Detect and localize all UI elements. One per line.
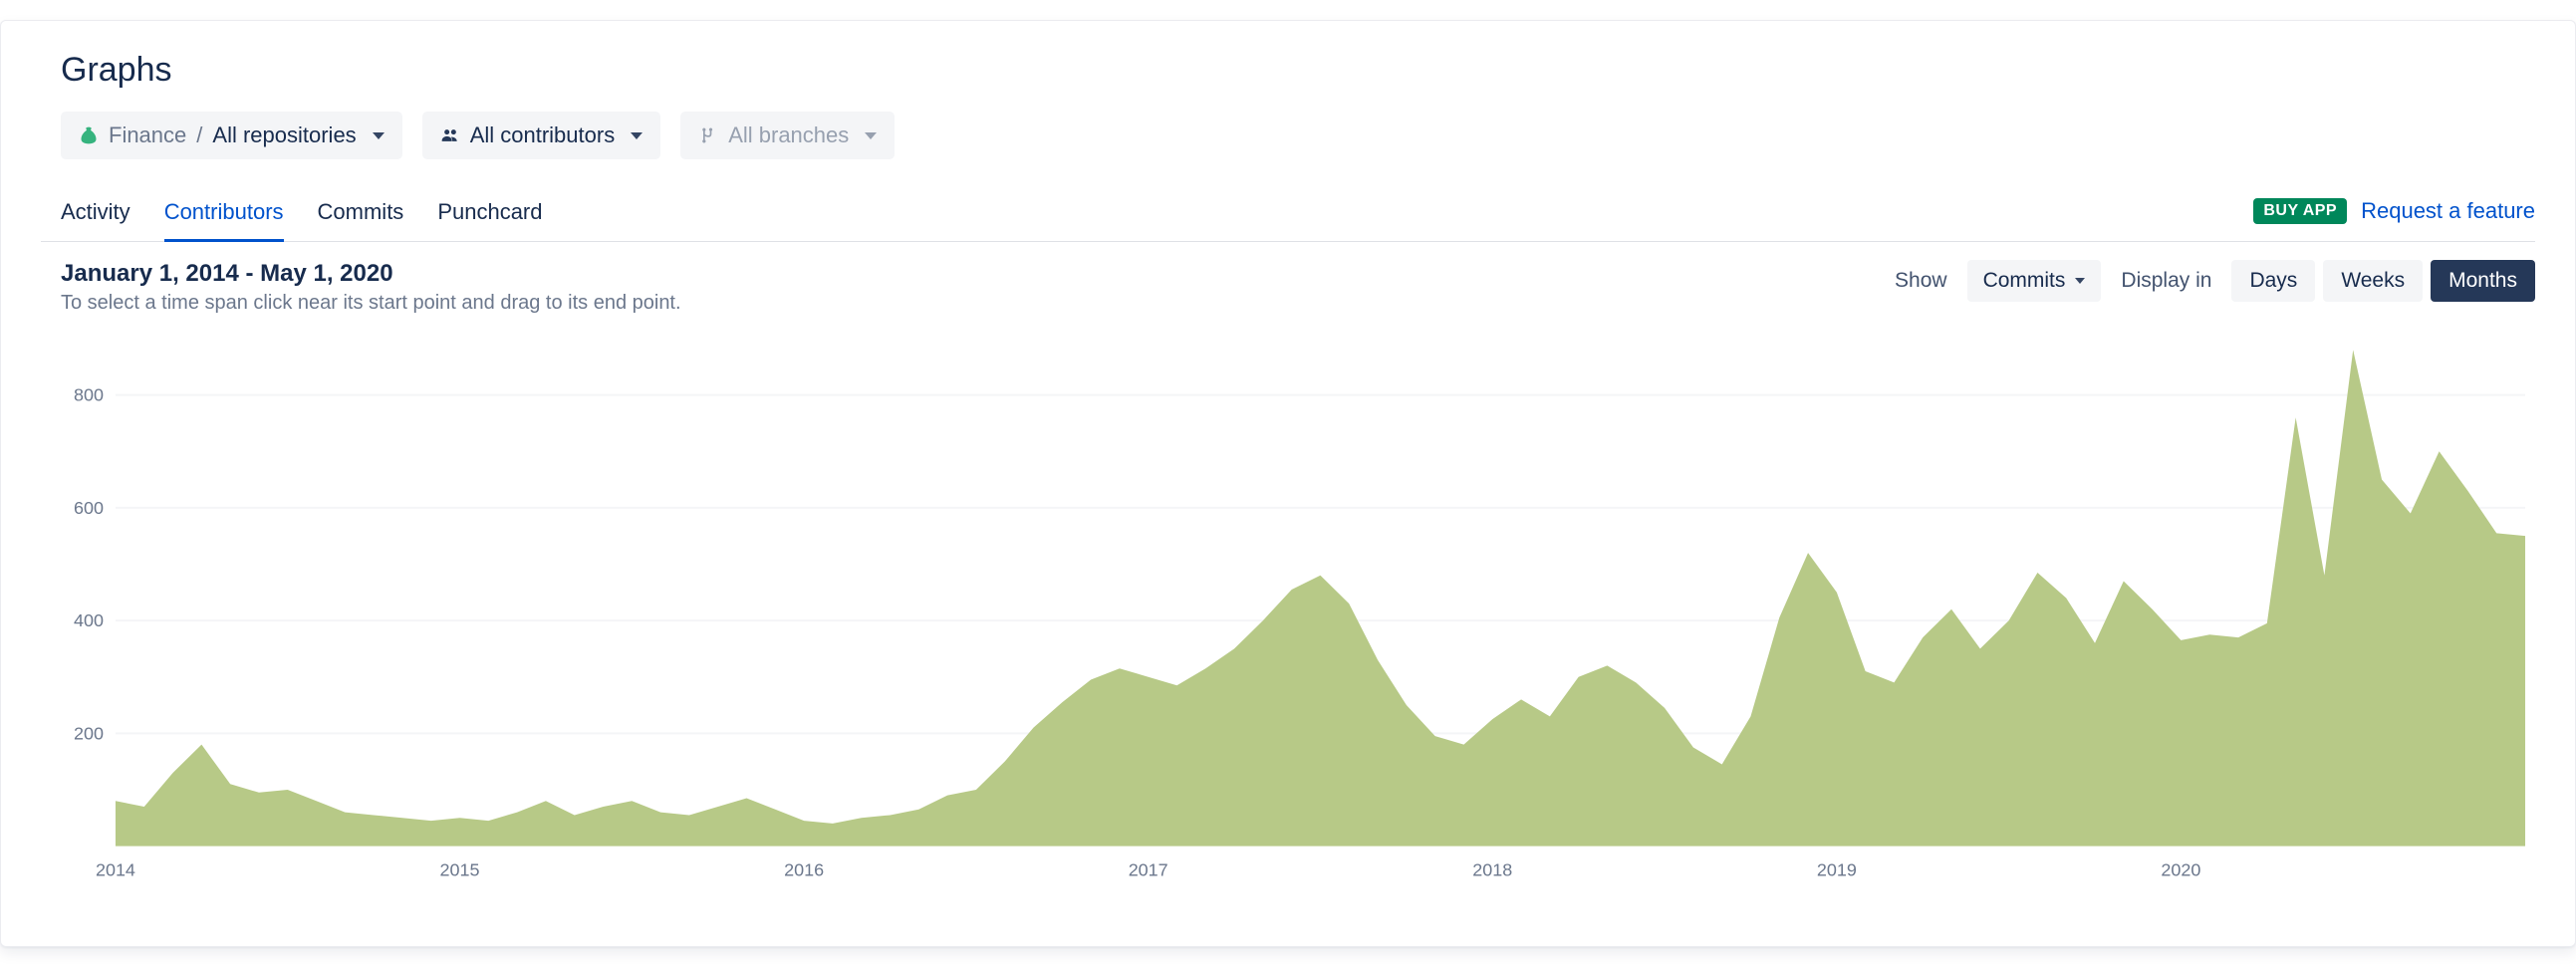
contributors-filter[interactable]: All contributors xyxy=(422,112,661,159)
svg-text:2015: 2015 xyxy=(440,860,480,880)
show-select-value: Commits xyxy=(1983,269,2066,293)
repo-filter-value: All repositories xyxy=(212,122,356,148)
branches-filter-label: All branches xyxy=(728,122,849,148)
svg-text:2020: 2020 xyxy=(2161,860,2200,880)
commits-chart[interactable]: 200 400 600 800 2014 2015 2016 2017 2018 2019 2020 xyxy=(41,329,2535,886)
svg-text:200: 200 xyxy=(74,723,104,743)
tab-punchcard[interactable]: Punchcard xyxy=(437,191,542,242)
show-select[interactable]: Commits xyxy=(1967,260,2102,302)
svg-text:600: 600 xyxy=(74,498,104,518)
page-title: Graphs xyxy=(41,51,2535,90)
svg-text:800: 800 xyxy=(74,385,104,405)
repository-filter[interactable]: Finance / All repositories xyxy=(61,112,402,159)
controls-row: January 1, 2014 - May 1, 2020 To select … xyxy=(41,260,2535,315)
date-range-hint: To select a time span click near its sta… xyxy=(61,292,1895,315)
svg-text:400: 400 xyxy=(74,610,104,630)
chevron-down-icon xyxy=(865,132,877,139)
tab-commits[interactable]: Commits xyxy=(318,191,404,242)
svg-text:2016: 2016 xyxy=(784,860,824,880)
granularity-months[interactable]: Months xyxy=(2431,260,2535,302)
granularity-segmented: DaysWeeksMonths xyxy=(2231,260,2535,302)
display-in-label: Display in xyxy=(2121,269,2211,293)
show-label: Show xyxy=(1895,269,1947,293)
buy-app-badge[interactable]: BUY APP xyxy=(2253,198,2347,224)
date-range-title: January 1, 2014 - May 1, 2020 xyxy=(61,260,1895,288)
tab-contributors[interactable]: Contributors xyxy=(164,191,284,242)
tab-activity[interactable]: Activity xyxy=(61,191,130,242)
chevron-down-icon xyxy=(373,132,385,139)
svg-text:2018: 2018 xyxy=(1472,860,1512,880)
svg-text:2017: 2017 xyxy=(1129,860,1168,880)
money-bag-icon xyxy=(79,125,99,145)
svg-text:2014: 2014 xyxy=(96,860,135,880)
chevron-down-icon xyxy=(631,132,643,139)
svg-text:2019: 2019 xyxy=(1817,860,1857,880)
graphs-page: Graphs Finance / All repositories All co… xyxy=(0,20,2576,947)
granularity-days[interactable]: Days xyxy=(2231,260,2315,302)
branches-filter[interactable]: All branches xyxy=(680,112,895,159)
users-icon xyxy=(440,125,460,145)
contributors-filter-label: All contributors xyxy=(470,122,616,148)
chevron-down-icon xyxy=(2075,278,2085,284)
repo-filter-prefix: Finance xyxy=(109,122,186,148)
granularity-weeks[interactable]: Weeks xyxy=(2323,260,2423,302)
filter-bar: Finance / All repositories All contribut… xyxy=(41,112,2535,159)
request-feature-link[interactable]: Request a feature xyxy=(2361,198,2535,224)
branch-icon xyxy=(698,125,718,145)
tab-bar: Activity Contributors Commits Punchcard BUY… xyxy=(41,191,2535,242)
